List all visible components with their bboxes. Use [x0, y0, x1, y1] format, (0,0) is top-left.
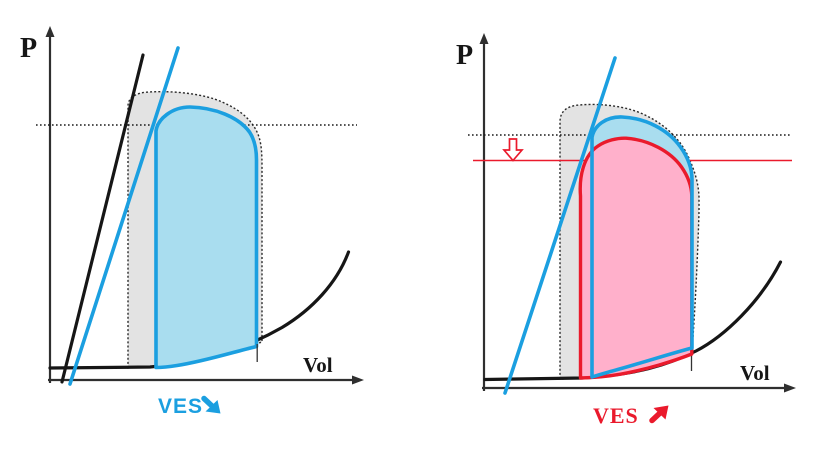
pressure-axis-arrowhead [45, 26, 55, 37]
ves-caption: VES [158, 395, 221, 418]
espvr-line-blue [503, 56, 617, 395]
volume-axis-arrowhead [784, 383, 796, 393]
stroke-volume-loop-blue-outline [590, 115, 694, 379]
pressure-drop-arrow-icon [502, 138, 524, 162]
ves-caption: VES [593, 403, 669, 428]
espvr-line-blue [68, 46, 180, 386]
espvr-line-black [60, 53, 145, 384]
pressure-axis-label: P [456, 40, 473, 71]
stroke-volume-loop-pink [578, 136, 694, 380]
volume-axis-label: Vol [740, 361, 770, 385]
ves-up-arrow-icon [649, 405, 669, 424]
ves-down-arrow-icon [201, 395, 221, 414]
left-pv-diagram: P Vol VES [20, 26, 364, 418]
pressure-axis-arrowhead [479, 33, 489, 44]
volume-axis-label: Vol [303, 353, 333, 377]
ves-caption-label: VES [158, 395, 203, 418]
ves-caption-label: VES [593, 403, 639, 428]
pressure-axis-label: P [20, 33, 37, 64]
stroke-volume-loop-blue [154, 105, 259, 370]
volume-axis-arrowhead [352, 375, 364, 385]
right-pv-diagram: P Vol VES [456, 33, 796, 428]
